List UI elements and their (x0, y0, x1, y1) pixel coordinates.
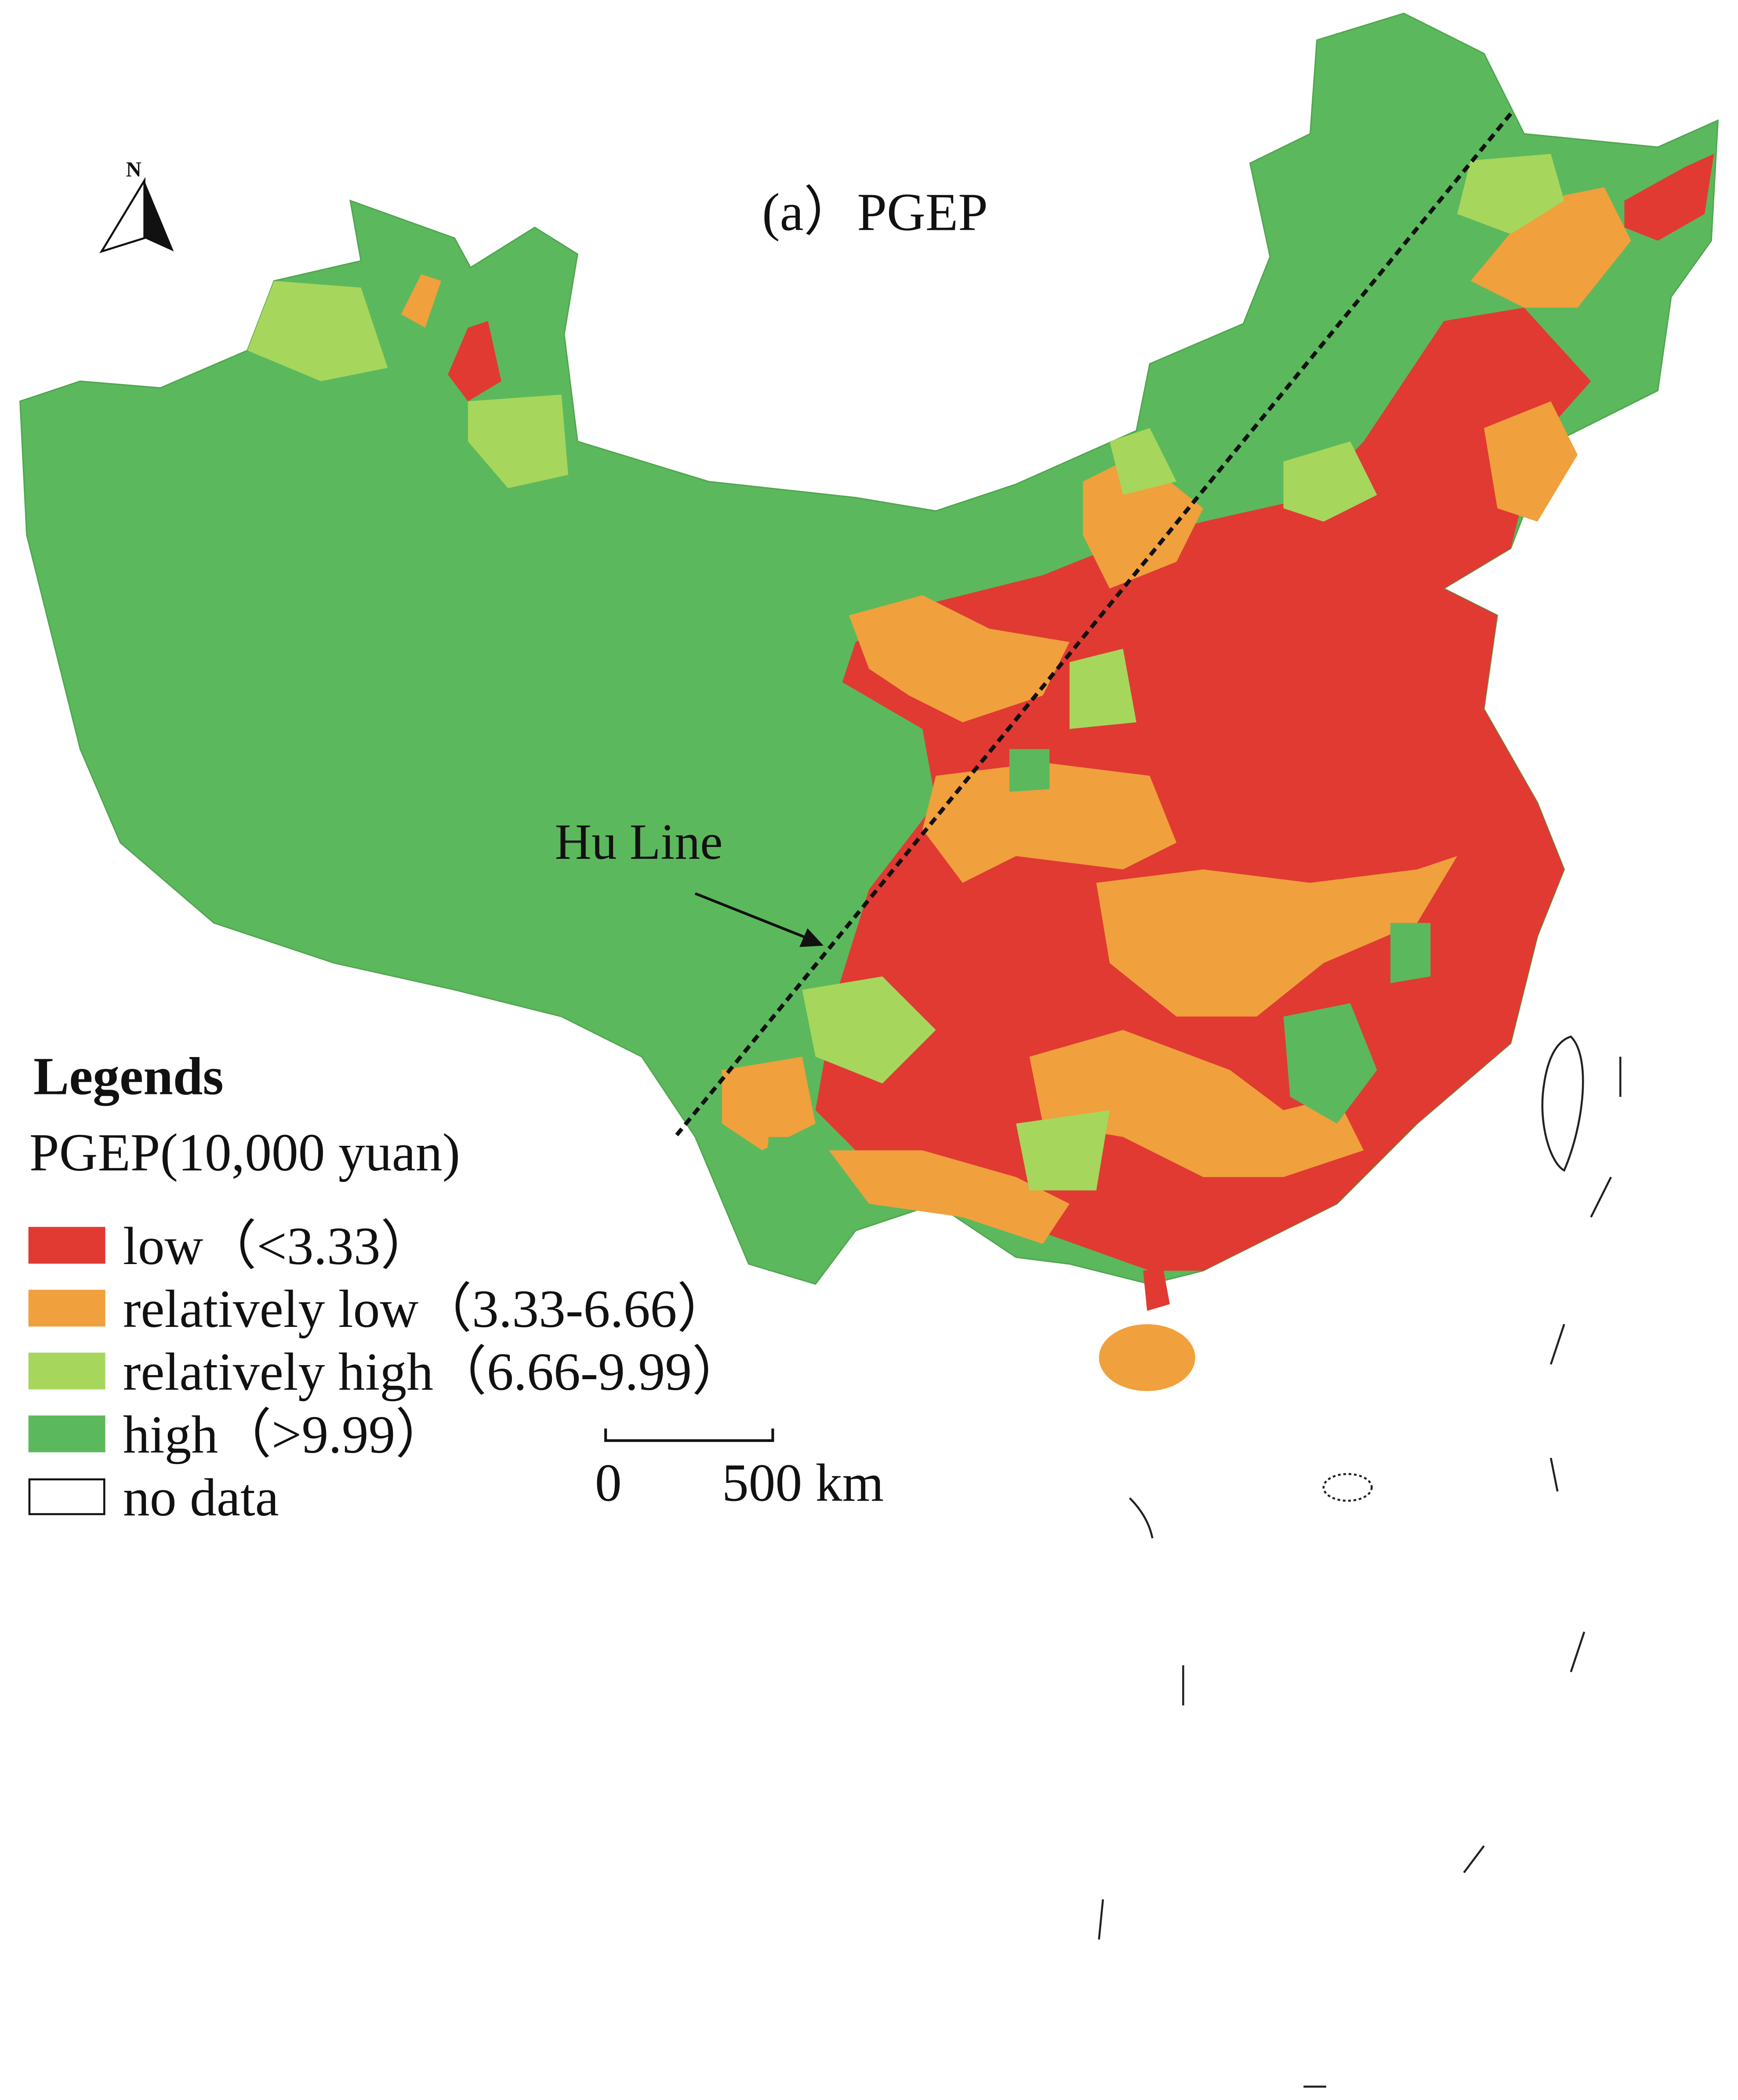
region-relatively-high (247, 281, 388, 381)
region-relatively-low (722, 1057, 816, 1151)
scale-end: 500 km (722, 1454, 884, 1513)
sea-boundary (1098, 1057, 1622, 2088)
region-relatively-high (802, 976, 936, 1084)
legend-subtitle: PGEP(10,000 yuan) (29, 1123, 460, 1182)
legend-swatch (28, 1415, 105, 1453)
region-low (448, 321, 501, 401)
region-low (1143, 1268, 1170, 1311)
legend-swatch (28, 1227, 105, 1264)
region-low (815, 307, 1591, 1271)
hu-line (673, 112, 1513, 1138)
legend-label: relatively high（6.66-9.99） (123, 1343, 745, 1402)
region-relatively-low (1484, 401, 1578, 522)
legend-label: no data (123, 1468, 279, 1527)
legend-swatch (28, 1290, 105, 1327)
region-relatively-high (468, 394, 568, 488)
island-outline (1322, 1473, 1373, 1502)
region-relatively-low (1029, 1030, 1364, 1177)
region-relatively-low (401, 274, 441, 328)
legend-title: Legends (33, 1047, 224, 1106)
legend: low（<3.33）relatively low（3.33-6.66）relat… (28, 1217, 745, 1527)
scale-start: 0 (595, 1454, 622, 1513)
annotation-arrow (694, 892, 813, 942)
legend-swatch (28, 1352, 105, 1390)
legend-label: high（>9.99） (123, 1406, 449, 1464)
region-high (1009, 749, 1050, 792)
region-relatively-low (922, 762, 1177, 883)
north-arrow (99, 177, 145, 254)
region-high (1283, 1003, 1377, 1124)
region-relatively-low (1096, 856, 1458, 1017)
north-arrow (144, 180, 174, 252)
region-relatively-low (849, 595, 1070, 723)
region-relatively-high (1110, 428, 1177, 495)
annotation: Hu Line (555, 814, 723, 870)
region-relatively-high (1016, 1110, 1110, 1191)
island-outline (1541, 1035, 1584, 1172)
region-relatively-low (1470, 187, 1631, 308)
region-relatively-high (1457, 153, 1564, 234)
scale-bar (604, 1428, 774, 1442)
region-high (762, 1137, 836, 1271)
region-high (1390, 923, 1431, 983)
region-relatively-high (1069, 649, 1136, 729)
region-low (1624, 153, 1714, 241)
region-relatively-low (829, 1150, 1070, 1244)
region-relatively-high (1283, 441, 1377, 522)
region-relatively-low (1083, 454, 1204, 589)
legend-label: relatively low（3.33-6.66） (123, 1280, 730, 1339)
legend-swatch (28, 1478, 105, 1515)
region-relatively-low (1099, 1324, 1195, 1392)
annotation-arrowhead (799, 928, 824, 947)
legend-label: low（<3.33） (123, 1217, 434, 1276)
map-title: (a）PGEP (762, 183, 988, 242)
north-label: N (126, 158, 142, 182)
